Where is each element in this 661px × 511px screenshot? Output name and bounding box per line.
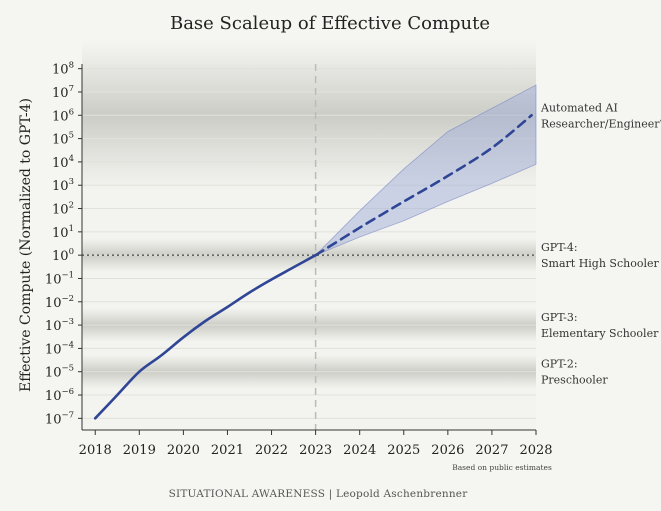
y-tick-exponent: 7 <box>69 84 74 94</box>
y-tick-label: 103 <box>52 177 74 194</box>
y-tick-base: 10 <box>52 63 69 78</box>
y-tick-label: 106 <box>52 107 74 124</box>
y-tick-label: 10−6 <box>45 387 74 404</box>
y-tick-base: 10 <box>45 319 62 334</box>
y-tick-base: 10 <box>52 203 69 218</box>
y-tick-base: 10 <box>52 226 69 241</box>
x-tick-label: 2023 <box>299 443 332 458</box>
annotation-label: GPT-3: <box>541 311 578 324</box>
x-tick-label: 2027 <box>475 443 508 458</box>
annotation-label: GPT-4: <box>541 241 578 254</box>
y-tick-label: 10−1 <box>45 270 74 287</box>
y-tick-base: 10 <box>52 179 69 194</box>
y-tick-exponent: −2 <box>61 294 74 304</box>
source-note: Based on public estimates <box>452 463 552 472</box>
y-tick-exponent: −4 <box>61 340 74 350</box>
y-tick-base: 10 <box>52 86 69 101</box>
y-tick-exponent: 3 <box>69 177 74 187</box>
y-tick-base: 10 <box>45 412 62 427</box>
y-tick-exponent: 0 <box>69 247 74 257</box>
y-tick-label: 101 <box>52 224 74 241</box>
y-tick-label: 10−7 <box>45 410 74 427</box>
annotation-label: Elementary Schooler <box>541 327 659 340</box>
y-tick-label: 105 <box>52 131 74 148</box>
y-tick-label: 10−4 <box>45 340 74 357</box>
grid-lines <box>82 68 536 419</box>
y-tick-base: 10 <box>52 133 69 148</box>
y-tick-base: 10 <box>45 342 62 357</box>
y-tick-label: 10−5 <box>45 364 74 381</box>
y-tick-exponent: −6 <box>61 387 74 397</box>
annotations: Automated AI Researcher/Engineer? GPT-4: Sm… <box>540 101 661 386</box>
x-tick-label: 2026 <box>431 443 464 458</box>
y-tick-exponent: −1 <box>61 270 74 280</box>
y-tick-exponent: 6 <box>69 107 74 117</box>
annotation-label: Smart High Schooler <box>541 257 659 270</box>
x-tick-label: 2019 <box>123 443 156 458</box>
y-tick-exponent: −5 <box>61 364 74 374</box>
uncertainty-band <box>315 84 537 256</box>
chart-title: Base Scaleup of Effective Compute <box>170 13 490 34</box>
y-tick-base: 10 <box>52 249 69 264</box>
reference-lines <box>82 64 536 430</box>
y-tick-exponent: 5 <box>69 131 74 141</box>
annotation-label: Automated AI <box>540 101 618 114</box>
y-tick-label: 108 <box>52 61 74 78</box>
x-tick-label: 2024 <box>343 443 376 458</box>
y-tick-base: 10 <box>45 272 62 287</box>
y-tick-exponent: 2 <box>69 201 74 211</box>
axes <box>81 64 536 431</box>
annotation-label: Researcher/Engineer? <box>541 117 661 130</box>
y-tick-exponent: 8 <box>69 61 74 71</box>
annotation-label: GPT-2: <box>541 358 578 371</box>
y-tick-label: 10−2 <box>45 294 74 311</box>
y-tick-label: 10−3 <box>45 317 74 334</box>
y-tick-exponent: −3 <box>61 317 74 327</box>
projection-line <box>314 114 533 257</box>
tick-labels: 10810710610510410310210110010−110−210−31… <box>45 61 553 458</box>
y-tick-label: 104 <box>52 154 74 171</box>
y-tick-base: 10 <box>45 389 62 404</box>
historical-line <box>93 253 317 420</box>
credit-line: SITUATIONAL AWARENESS | Leopold Aschenbr… <box>169 488 469 501</box>
x-tick-label: 2018 <box>79 443 112 458</box>
y-tick-base: 10 <box>45 366 62 381</box>
x-tick-label: 2022 <box>255 443 288 458</box>
y-tick-exponent: −7 <box>61 410 74 420</box>
y-tick-label: 102 <box>52 201 74 218</box>
annotation-label: Preschooler <box>541 374 608 387</box>
y-tick-base: 10 <box>52 156 69 171</box>
x-tick-label: 2028 <box>519 443 552 458</box>
y-tick-label: 107 <box>52 84 74 101</box>
x-tick-label: 2025 <box>387 443 420 458</box>
y-tick-base: 10 <box>52 109 69 124</box>
y-tick-exponent: 4 <box>69 154 74 164</box>
y-tick-label: 100 <box>52 247 74 264</box>
y-tick-base: 10 <box>45 296 62 311</box>
y-axis-label: Effective Compute (Normalized to GPT-4) <box>18 98 34 392</box>
y-tick-exponent: 1 <box>69 224 74 234</box>
x-tick-label: 2020 <box>167 443 200 458</box>
series-layer <box>93 84 537 420</box>
x-tick-label: 2021 <box>211 443 244 458</box>
